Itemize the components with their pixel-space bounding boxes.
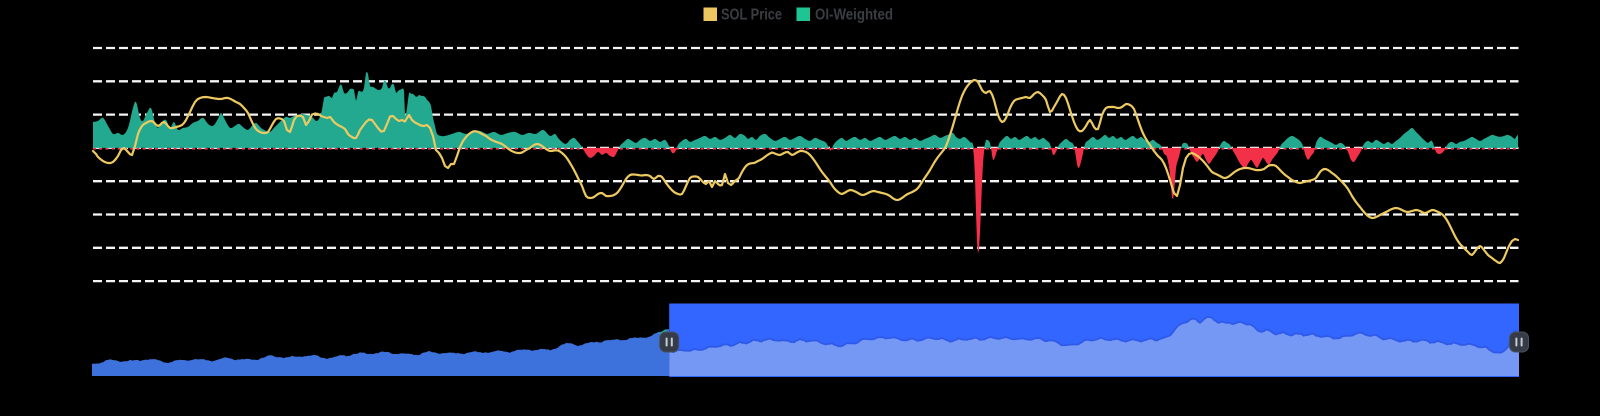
svg-text:OI-Weighted: OI-Weighted xyxy=(815,7,893,24)
svg-text:SOL Price: SOL Price xyxy=(721,7,782,24)
